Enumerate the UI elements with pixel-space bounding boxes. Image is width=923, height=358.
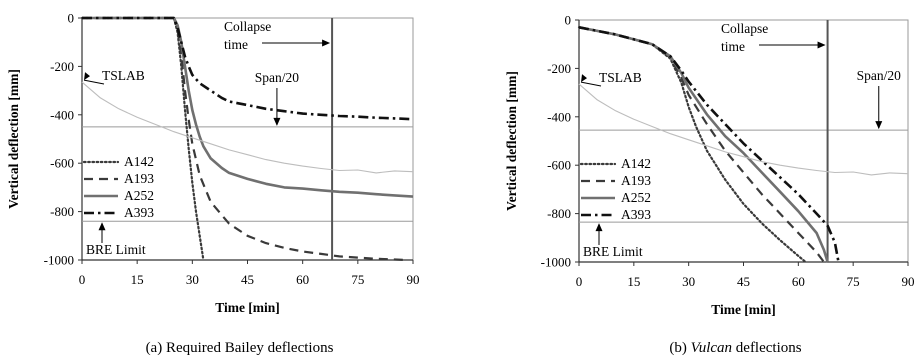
x-tick-label: 90 xyxy=(902,274,915,289)
legend-label-a193: A193 xyxy=(621,173,651,188)
legend-label-a193: A193 xyxy=(124,171,154,186)
x-tick-label: 45 xyxy=(737,274,750,289)
x-tick-label: 75 xyxy=(351,272,364,287)
span-20-label: Span/20 xyxy=(255,70,300,85)
x-tick-label: 90 xyxy=(407,272,420,287)
series-line-a193 xyxy=(578,26,825,263)
legend-label-a393: A393 xyxy=(621,207,651,222)
y-tick-label: -200 xyxy=(50,59,74,74)
x-tick-label: 30 xyxy=(186,272,199,287)
y-tick-label: 0 xyxy=(565,13,572,28)
collapse-label: Collapse xyxy=(224,19,271,34)
x-tick-label: 30 xyxy=(682,274,695,289)
bre-limit-arrow-head xyxy=(595,223,603,232)
legend: A142 A193 A252 A393 xyxy=(579,156,651,222)
y-axis-label: Vertical deflection [mm] xyxy=(6,69,21,209)
bre-limit-label: BRE Limit xyxy=(86,242,146,257)
y-tick-label: -1000 xyxy=(541,255,571,270)
tslab-arrow xyxy=(580,81,602,87)
chart-b: 0 15 30 45 60 75 90 0 -200 -400 -600 -800 -1000 Time … xyxy=(504,13,915,357)
tslab-arrow xyxy=(83,79,105,85)
x-axis-label: Time [min] xyxy=(215,300,280,315)
tslab-label: TSLAB xyxy=(102,68,145,83)
y-tick-label: -600 xyxy=(50,156,74,171)
x-axis-label: Time [min] xyxy=(711,302,776,317)
collapse-arrow-head xyxy=(322,39,331,47)
collapse-label: Collapse xyxy=(721,21,768,36)
x-tick-label: 0 xyxy=(576,274,583,289)
series-line-tslab xyxy=(81,81,414,174)
legend-label-a252: A252 xyxy=(124,188,154,203)
x-tick-label: 45 xyxy=(241,272,254,287)
series-line-tslab xyxy=(578,83,909,176)
collapse-arrow-head xyxy=(817,41,826,49)
bre-limit-arrow-head xyxy=(98,222,106,231)
legend-label-a142: A142 xyxy=(621,156,651,171)
x-tick-label: 60 xyxy=(296,272,309,287)
collapse-time-label: time xyxy=(721,39,745,54)
legend-label-a393: A393 xyxy=(124,205,154,220)
legend-label-a252: A252 xyxy=(621,190,651,205)
span-20-arrow-head xyxy=(875,121,883,130)
chart-a: 0 15 30 45 60 75 90 0 -200 -400 -600 -800 -1000 Time … xyxy=(6,11,420,357)
chart-caption: (b) Vulcan deflections xyxy=(669,340,801,356)
plot-frame xyxy=(81,17,414,261)
legend: A142 A193 A252 A393 xyxy=(82,154,154,220)
series-line-a193 xyxy=(82,16,406,262)
x-tick-label: 15 xyxy=(627,274,640,289)
series-line-a252 xyxy=(82,16,414,198)
bre-limit-label: BRE Limit xyxy=(583,244,643,259)
series-line-a142 xyxy=(577,26,807,264)
series-line-a393 xyxy=(578,26,840,263)
x-tick-label: 15 xyxy=(131,272,144,287)
y-axis-label: Vertical deflection [mm] xyxy=(504,71,519,211)
tslab-arrow-head xyxy=(84,72,90,81)
y-tick-label: -400 xyxy=(547,109,571,124)
span-20-arrow-head xyxy=(273,117,281,126)
x-tick-label: 0 xyxy=(79,272,86,287)
y-tick-label: -200 xyxy=(547,61,571,76)
y-tick-label: 0 xyxy=(68,11,75,26)
plot-frame xyxy=(578,19,909,263)
legend-label-a142: A142 xyxy=(124,154,154,169)
y-tick-label: -600 xyxy=(547,158,571,173)
tslab-label: TSLAB xyxy=(599,70,642,85)
y-tick-label: -800 xyxy=(50,204,74,219)
x-tick-label: 60 xyxy=(792,274,805,289)
y-tick-label: -1000 xyxy=(44,253,74,268)
tslab-arrow-head xyxy=(581,74,587,83)
span-20-label: Span/20 xyxy=(857,68,902,83)
y-tick-label: -800 xyxy=(547,206,571,221)
x-tick-label: 75 xyxy=(847,274,860,289)
collapse-time-label: time xyxy=(224,37,248,52)
chart-caption: (a) Required Bailey deflections xyxy=(146,340,334,356)
series-line-a142 xyxy=(80,16,205,262)
y-tick-label: -400 xyxy=(50,107,74,122)
